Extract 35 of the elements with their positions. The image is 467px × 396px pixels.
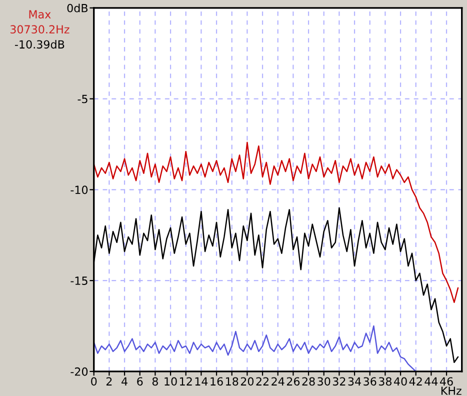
x-tick-label: 16 — [210, 377, 223, 386]
x-tick-label: 44 — [424, 377, 438, 386]
text: -10.39dB — [14, 40, 64, 49]
x-tick-label: 10 — [164, 377, 177, 386]
x-tick-label: 24 — [272, 377, 284, 386]
x-tick-label: 30 — [318, 377, 330, 386]
x-tick-label: 2 — [106, 377, 112, 386]
line-series — [94, 142, 459, 304]
x-axis-title: KHz — [441, 386, 462, 395]
x-tick-label: 22 — [256, 377, 268, 386]
y-tick-label: -20 — [70, 367, 88, 376]
x-tick-label: 34 — [348, 377, 361, 386]
x-tick-label: 4 — [122, 377, 128, 386]
x-tick-label: 18 — [226, 377, 238, 386]
y-tick-label: 0dB — [67, 4, 88, 12]
y-tick-label: -15 — [70, 276, 88, 285]
y-tick-label: -10 — [70, 186, 88, 194]
x-tick-label: 38 — [378, 377, 392, 386]
x-tick-label: 46 — [440, 377, 453, 386]
text: 30730.2Hz — [10, 25, 70, 34]
line-series — [94, 325, 416, 372]
x-tick-label: 12 — [180, 377, 192, 386]
y-tick-label: -5 — [78, 94, 88, 104]
x-tick-label: 6 — [137, 377, 143, 386]
x-tick-label: 28 — [302, 377, 315, 386]
x-tick-label: 0 — [91, 377, 97, 386]
x-tick-label: 36 — [364, 377, 376, 386]
x-tick-label: 26 — [286, 377, 300, 386]
x-tick-label: 40 — [394, 377, 407, 386]
x-tick-label: 42 — [409, 377, 422, 386]
x-tick-label: 8 — [152, 377, 158, 386]
x-tick-label: 14 — [195, 377, 208, 386]
text: Max — [29, 10, 51, 18]
x-tick-label: 32 — [332, 377, 346, 386]
x-tick-label: 20 — [240, 377, 254, 386]
